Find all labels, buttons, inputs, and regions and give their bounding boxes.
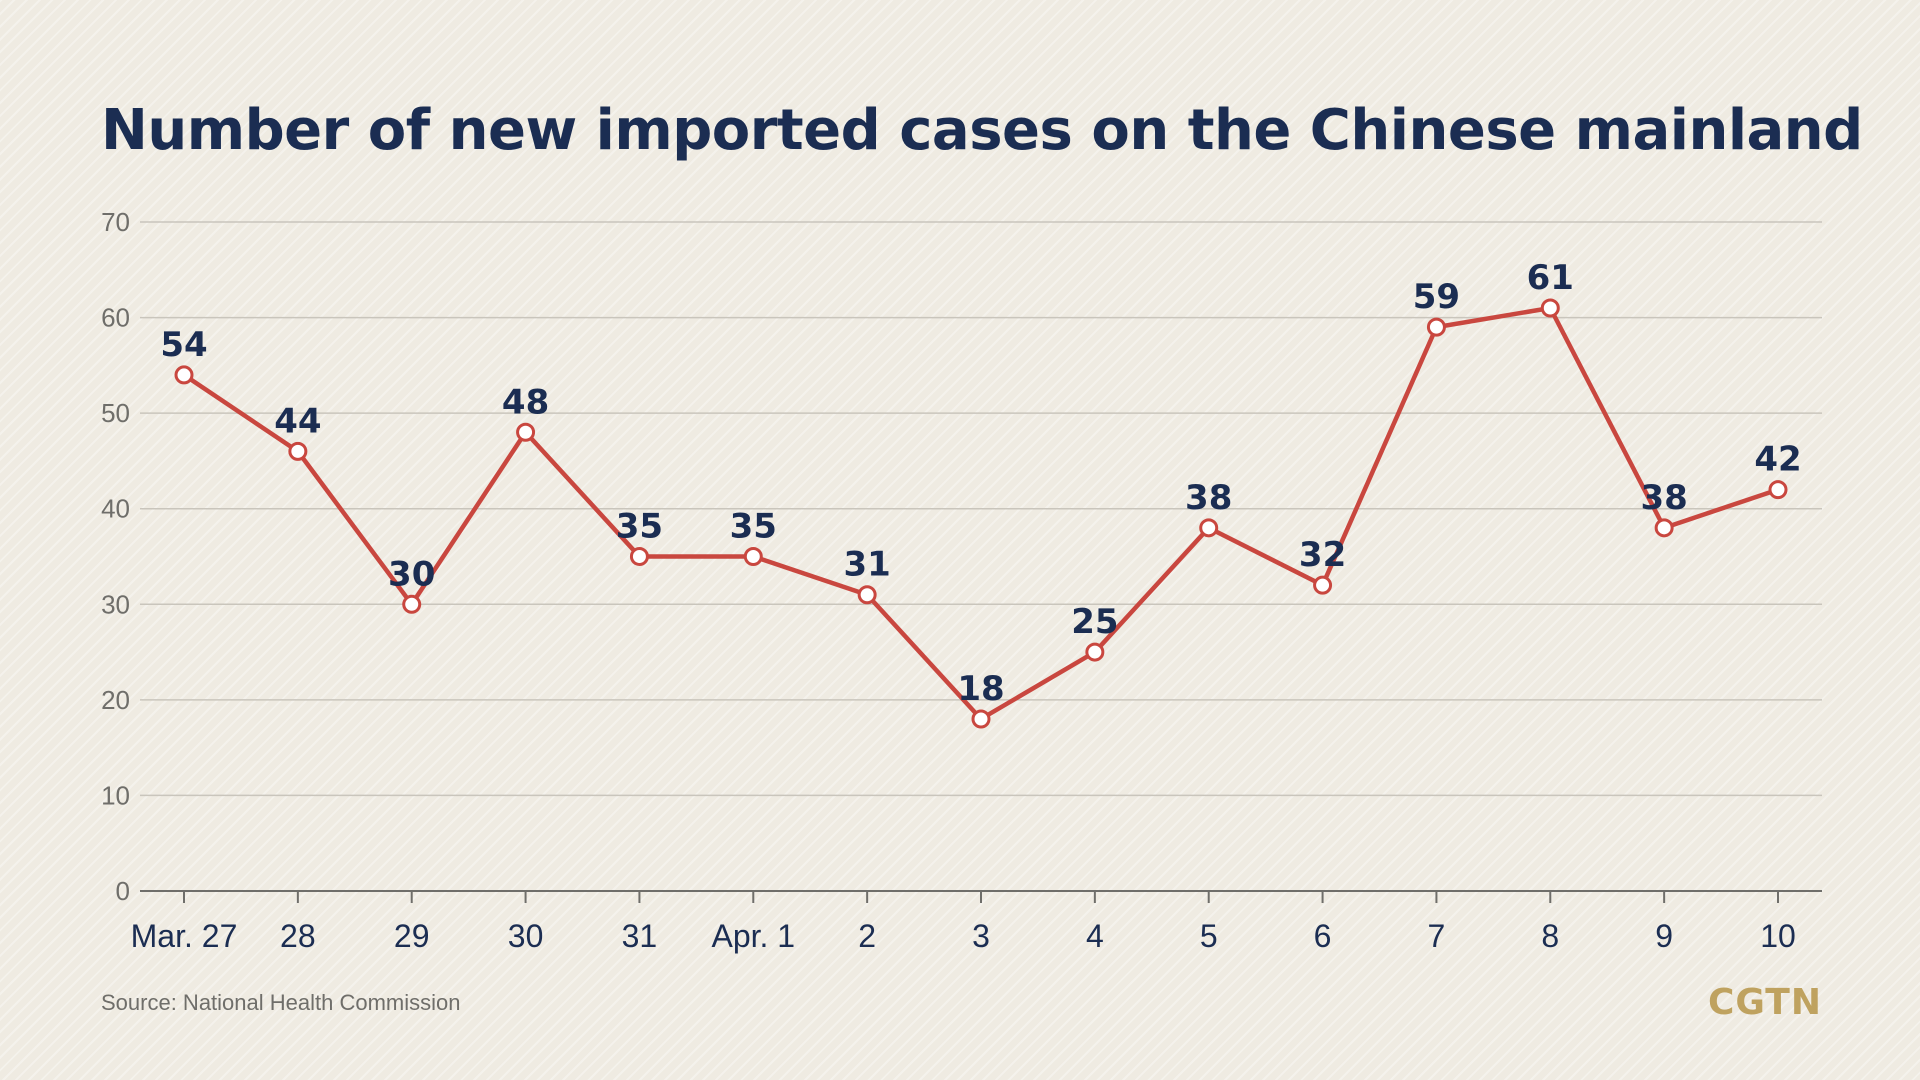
data-label: 42	[1754, 440, 1801, 480]
data-point	[1654, 518, 1674, 538]
x-tick-label: 3	[972, 918, 990, 954]
x-tick-label: 28	[280, 918, 316, 954]
y-tick-label: 30	[101, 589, 130, 619]
gridlines	[140, 221, 1822, 797]
y-tick-label: 60	[101, 303, 130, 333]
data-point	[174, 365, 194, 385]
data-label: 38	[1185, 478, 1232, 518]
chart-title: Number of new imported cases on the Chin…	[101, 98, 1863, 163]
data-point	[857, 585, 877, 605]
data-label: 30	[388, 554, 435, 594]
data-point	[1085, 642, 1105, 662]
data-label: 18	[957, 669, 1004, 709]
y-tick-label: 50	[101, 398, 130, 428]
data-point	[1540, 298, 1560, 318]
y-tick-label: 0	[116, 876, 130, 906]
data-label: 61	[1527, 258, 1574, 298]
data-point	[629, 547, 649, 566]
data-label: 35	[730, 507, 777, 547]
data-label: 38	[1640, 478, 1687, 518]
data-label: 25	[1071, 602, 1118, 642]
x-tick-label: 2	[858, 918, 876, 954]
x-tick-label: 29	[394, 918, 430, 954]
x-axis: Mar. 27 28 29 30 31 Apr. 1 2 3 4 5 6 7 8 9 10	[131, 890, 1822, 954]
x-tick-label: 5	[1200, 918, 1218, 954]
data-label: 35	[616, 507, 663, 547]
data-point	[1768, 480, 1788, 500]
source-note: Source: National Health Commission	[101, 990, 461, 1015]
data-label: 48	[502, 382, 549, 422]
data-label: 44	[274, 401, 321, 441]
x-tick-label: 10	[1760, 918, 1796, 954]
x-tick-label: Apr. 1	[711, 918, 795, 954]
y-tick-label: 10	[101, 780, 130, 810]
data-point	[1426, 317, 1446, 337]
y-tick-label: 20	[101, 685, 130, 715]
data-point	[1199, 518, 1219, 538]
x-tick-label: 7	[1428, 918, 1446, 954]
y-tick-label: 40	[101, 494, 130, 524]
x-tick-label: 6	[1314, 918, 1332, 954]
data-point	[1313, 575, 1333, 595]
series-line	[182, 305, 1779, 722]
y-tick-label: 70	[101, 207, 130, 237]
y-axis-tick-labels: 0 10 20 30 40 50 60 70	[101, 207, 130, 906]
data-point	[743, 547, 763, 566]
data-point	[402, 594, 422, 614]
data-label: 59	[1413, 277, 1460, 317]
data-point	[288, 441, 308, 461]
x-tick-label: 8	[1541, 918, 1559, 954]
data-label: 32	[1299, 535, 1346, 575]
x-tick-label: 4	[1086, 918, 1104, 954]
cgtn-logo: CGTN	[1707, 982, 1822, 1023]
data-point	[971, 709, 991, 729]
x-tick-label: 30	[508, 918, 544, 954]
x-tick-label: Mar. 27	[131, 918, 238, 954]
data-labels: 54 44 30 48 35 35 31 18 25 38 32 59 61 38 42	[160, 258, 1801, 709]
x-tick-label: 31	[622, 918, 658, 954]
data-point	[516, 422, 536, 442]
series-line-path	[182, 305, 1779, 722]
data-points	[174, 298, 1788, 729]
data-label: 31	[843, 545, 890, 585]
x-tick-label: 9	[1655, 918, 1673, 954]
data-label: 54	[160, 325, 207, 365]
